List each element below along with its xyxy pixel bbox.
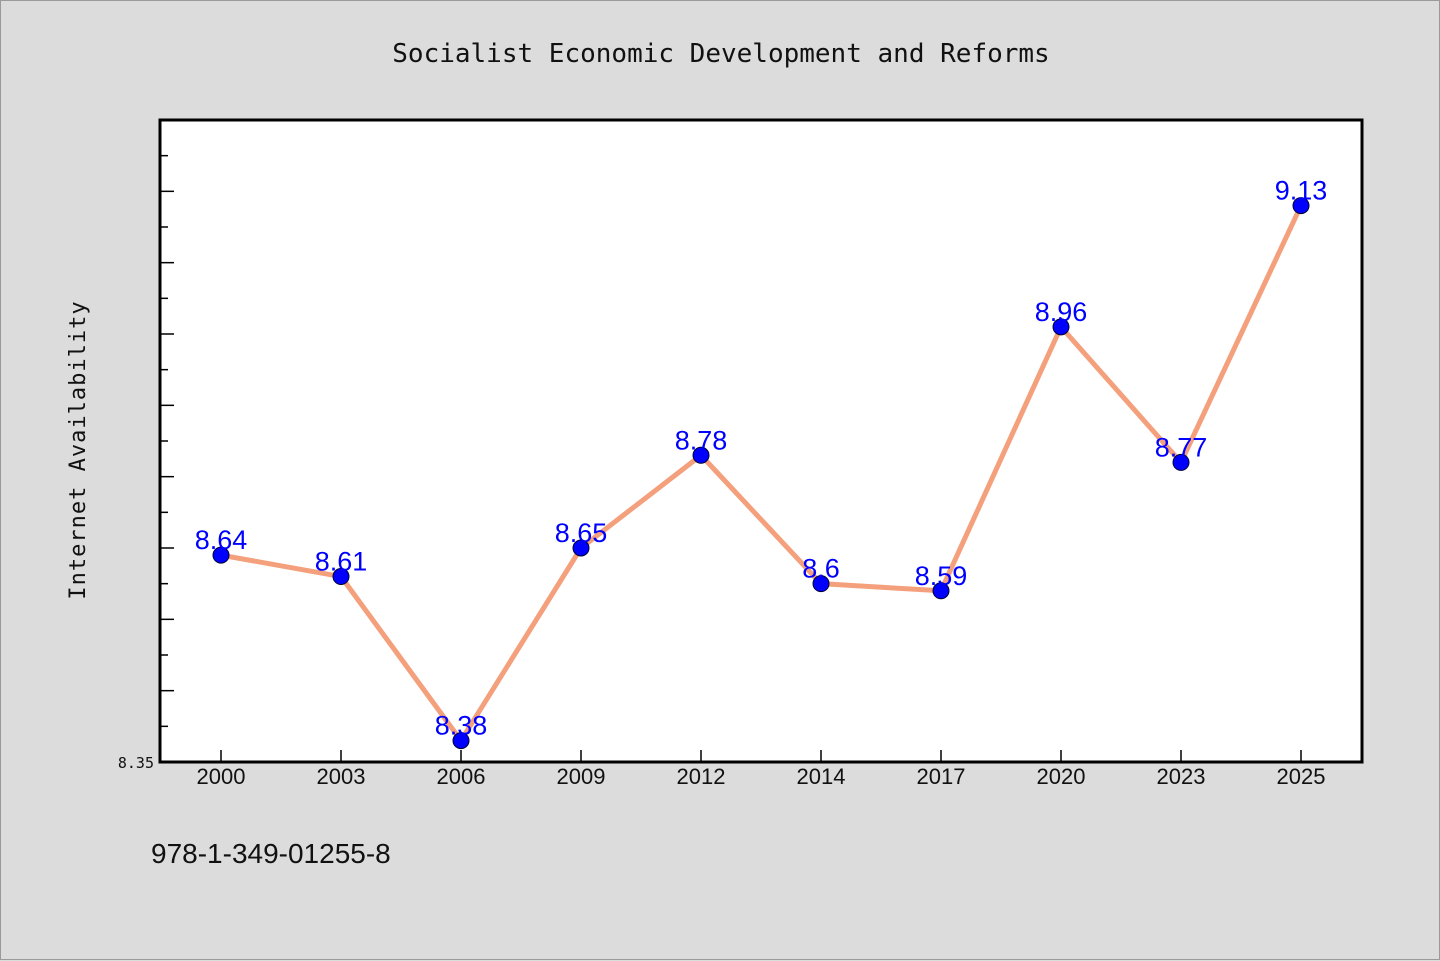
data-label-2020: 8.96 — [1035, 297, 1088, 327]
data-label-2012: 8.78 — [675, 425, 728, 455]
data-point-2009 — [572, 539, 590, 557]
data-label-2000: 8.64 — [195, 525, 248, 555]
x-tick-label: 2000 — [197, 764, 246, 789]
chart-title: Socialist Economic Development and Refor… — [392, 39, 1049, 69]
data-point-2025 — [1292, 197, 1310, 215]
x-tick-label: 2025 — [1277, 764, 1326, 789]
data-label-2023: 8.77 — [1155, 432, 1208, 462]
data-point-2020 — [1052, 318, 1070, 336]
data-label-2014: 8.6 — [802, 554, 840, 584]
data-point-2023 — [1172, 453, 1190, 471]
x-tick-label: 2023 — [1157, 764, 1206, 789]
data-label-2025: 9.13 — [1275, 176, 1328, 206]
data-labels: 8.64 8.61 8.38 8.65 8.78 8.6 8.59 8.96 8.77 9.13 — [195, 176, 1328, 741]
data-label-2009: 8.65 — [555, 518, 608, 548]
series-line — [218, 203, 1304, 744]
y-tick-label-min: 8.35 — [118, 754, 154, 772]
data-point-2003 — [332, 568, 350, 586]
x-tick-label: 2017 — [917, 764, 966, 789]
data-point-2014 — [812, 575, 830, 593]
x-tick-label: 2006 — [437, 764, 486, 789]
footer-isbn: 978-1-349-01255-8 — [151, 838, 391, 869]
x-tick-label: 2003 — [317, 764, 366, 789]
x-tick-label: 2012 — [677, 764, 726, 789]
data-point-2017 — [932, 582, 950, 600]
x-tick-label: 2020 — [1037, 764, 1086, 789]
y-axis-ticks — [160, 154, 174, 728]
series-markers — [212, 197, 1310, 750]
series-line-group — [218, 203, 1304, 744]
data-label-2017: 8.59 — [915, 561, 968, 591]
data-label-2003: 8.61 — [315, 547, 368, 577]
data-point-2006 — [452, 732, 470, 750]
data-point-2000 — [212, 546, 230, 564]
data-point-2012 — [692, 446, 710, 464]
data-label-2006: 8.38 — [435, 711, 488, 741]
y-axis-label: Internet Availability — [66, 300, 91, 599]
x-tick-label: 2009 — [557, 764, 606, 789]
x-tick-label: 2014 — [797, 764, 846, 789]
x-axis-ticks: 2000 2003 2006 2009 2012 2014 2017 2020 2023 2025 — [197, 750, 1326, 789]
